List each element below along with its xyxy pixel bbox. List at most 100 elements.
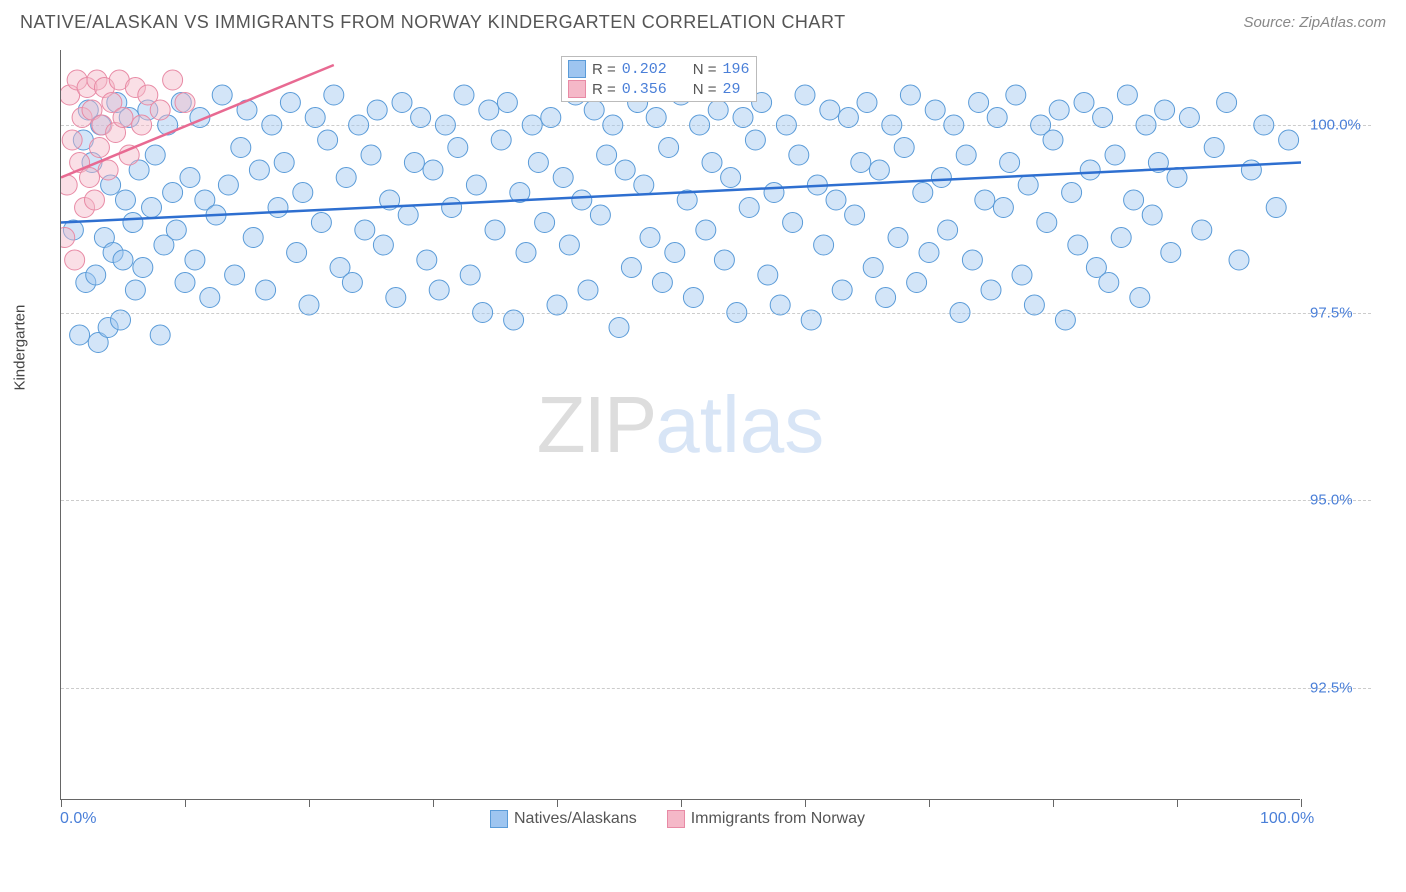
data-point — [287, 243, 307, 263]
data-point — [634, 175, 654, 195]
legend-row: R =0.202N =196 — [568, 59, 750, 79]
data-point — [163, 70, 183, 90]
legend-row: R =0.356N = 29 — [568, 79, 750, 99]
data-point — [150, 325, 170, 345]
data-point — [603, 115, 623, 135]
data-point — [665, 243, 685, 263]
data-point — [243, 228, 263, 248]
data-point — [274, 153, 294, 173]
data-point — [770, 295, 790, 315]
data-point — [721, 168, 741, 188]
legend-n-label: N = — [693, 81, 717, 98]
data-point — [466, 175, 486, 195]
data-point — [1204, 138, 1224, 158]
data-point — [1006, 85, 1026, 105]
y-tick-label: 92.5% — [1310, 679, 1353, 696]
data-point — [863, 258, 883, 278]
data-point — [857, 93, 877, 113]
data-point — [553, 168, 573, 188]
data-point — [547, 295, 567, 315]
legend-swatch — [490, 810, 508, 828]
data-point — [299, 295, 319, 315]
legend-label: Natives/Alaskans — [514, 810, 637, 828]
series-legend: Natives/Alaskans Immigrants from Norway — [490, 810, 865, 828]
data-point — [795, 85, 815, 105]
data-point — [460, 265, 480, 285]
data-point — [696, 220, 716, 240]
x-tick — [805, 799, 806, 807]
data-point — [745, 130, 765, 150]
data-point — [919, 243, 939, 263]
data-point — [113, 250, 133, 270]
data-point — [907, 273, 927, 293]
legend-r-value: 0.202 — [622, 61, 667, 78]
data-point — [702, 153, 722, 173]
data-point — [98, 160, 118, 180]
x-tick — [1053, 799, 1054, 807]
data-point — [1266, 198, 1286, 218]
data-point — [473, 303, 493, 323]
data-point — [404, 153, 424, 173]
x-tick — [1301, 799, 1302, 807]
data-point — [913, 183, 933, 203]
data-point — [166, 220, 186, 240]
data-point — [1279, 130, 1299, 150]
legend-label: Immigrants from Norway — [691, 810, 865, 828]
data-point — [417, 250, 437, 270]
data-point — [1068, 235, 1088, 255]
data-point — [61, 175, 77, 195]
data-point — [869, 160, 889, 180]
data-point — [115, 190, 135, 210]
data-point — [1099, 273, 1119, 293]
data-point — [894, 138, 914, 158]
x-tick — [61, 799, 62, 807]
data-point — [621, 258, 641, 278]
data-point — [541, 108, 561, 128]
data-point — [65, 250, 85, 270]
data-point — [429, 280, 449, 300]
data-point — [876, 288, 896, 308]
y-tick-label: 97.5% — [1310, 304, 1353, 321]
data-point — [435, 115, 455, 135]
data-point — [609, 318, 629, 338]
data-point — [640, 228, 660, 248]
data-point — [1024, 295, 1044, 315]
data-point — [342, 273, 362, 293]
data-point — [981, 280, 1001, 300]
data-point — [659, 138, 679, 158]
data-point — [516, 243, 536, 263]
data-point — [1167, 168, 1187, 188]
data-point — [1111, 228, 1131, 248]
data-point — [386, 288, 406, 308]
data-point — [1074, 93, 1094, 113]
data-point — [789, 145, 809, 165]
plot-area: ZIPatlas R =0.202N =196R =0.356N = 29 — [60, 50, 1300, 800]
data-point — [1192, 220, 1212, 240]
data-point — [1254, 115, 1274, 135]
data-point — [293, 183, 313, 203]
y-tick-label: 95.0% — [1310, 492, 1353, 509]
y-axis-title: Kindergarten — [12, 305, 29, 391]
data-point — [280, 93, 300, 113]
data-point — [119, 145, 139, 165]
data-point — [727, 303, 747, 323]
data-point — [145, 145, 165, 165]
data-point — [442, 198, 462, 218]
data-point — [522, 115, 542, 135]
data-point — [776, 115, 796, 135]
data-point — [956, 145, 976, 165]
data-point — [336, 168, 356, 188]
data-point — [84, 190, 104, 210]
data-point — [1049, 100, 1069, 120]
data-point — [1000, 153, 1020, 173]
legend-item: Natives/Alaskans — [490, 810, 637, 828]
data-point — [975, 190, 995, 210]
data-point — [1018, 175, 1038, 195]
data-point — [931, 168, 951, 188]
data-point — [739, 198, 759, 218]
data-point — [123, 213, 143, 233]
data-point — [454, 85, 474, 105]
data-point — [832, 280, 852, 300]
chart-title: NATIVE/ALASKAN VS IMMIGRANTS FROM NORWAY… — [20, 12, 846, 33]
data-point — [1241, 160, 1261, 180]
